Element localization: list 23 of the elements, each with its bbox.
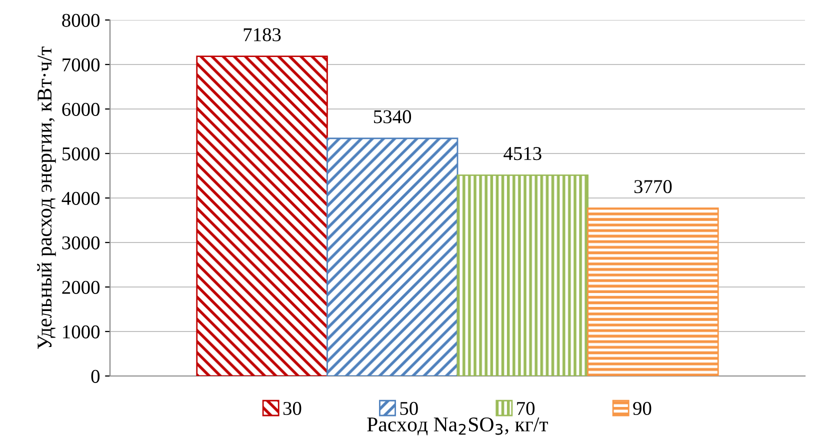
bar bbox=[587, 208, 719, 376]
data-label: 4513 bbox=[504, 147, 542, 160]
legend-label: 70 bbox=[517, 402, 535, 416]
y-tick-label: 2000 bbox=[62, 280, 100, 294]
bar bbox=[456, 174, 589, 376]
y-tick-label: 3000 bbox=[62, 236, 100, 250]
data-label: 3770 bbox=[634, 180, 672, 194]
y-tick-label: 6000 bbox=[62, 102, 100, 116]
legend-label: 90 bbox=[633, 402, 652, 416]
legend-label: 30 bbox=[283, 402, 302, 416]
bar bbox=[326, 138, 458, 376]
data-label: 5340 bbox=[374, 110, 412, 124]
y-axis-title: Удельный расход энергии, кВт·ч/т bbox=[37, 46, 56, 350]
legend-label: 50 bbox=[400, 402, 418, 416]
y-tick-label: 1000 bbox=[63, 325, 100, 338]
data-label: 7183 bbox=[244, 28, 281, 42]
bar bbox=[196, 56, 328, 376]
y-tick-label: 4000 bbox=[62, 192, 100, 205]
y-tick-label: 7000 bbox=[62, 58, 100, 72]
y-tick-label: 0 bbox=[91, 370, 100, 383]
y-tick-label: 8000 bbox=[62, 14, 100, 27]
x-axis-title: Расход Na$_{2}$SO$_{3}$, кг/т bbox=[367, 417, 548, 436]
y-tick-label: 5000 bbox=[62, 147, 100, 160]
